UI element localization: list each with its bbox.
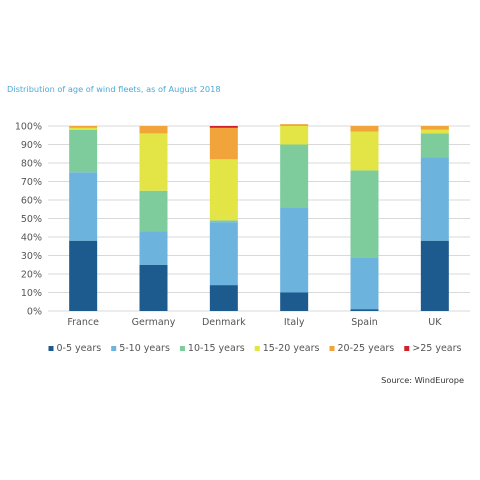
legend-label: 20-25 years: [337, 343, 394, 354]
bar-segment: [350, 309, 379, 311]
bar-segment: [280, 124, 309, 126]
y-axis: 0% 10% 20% 30% 40% 50% 60% 70% 80% 90% 100%: [15, 122, 42, 318]
bar-segment: [420, 129, 449, 134]
y-tick-label: 20%: [21, 270, 42, 281]
bar-segment: [69, 127, 98, 130]
bar-segment: [280, 126, 309, 145]
legend-item: 0-5 years: [48, 343, 102, 354]
bar-segment: [69, 240, 98, 311]
x-tick-label: Denmark: [202, 317, 246, 328]
legend-swatch: [179, 346, 185, 351]
y-tick-label: 50%: [21, 214, 42, 225]
legend-item: 15-20 years: [254, 343, 320, 354]
bar-segment: [350, 126, 379, 132]
bar-segment: [280, 207, 309, 293]
legend-label: 10-15 years: [188, 343, 245, 354]
legend-swatch: [254, 346, 260, 351]
y-tick-label: 70%: [21, 177, 42, 188]
legend-item: >25 years: [404, 343, 462, 354]
y-tick-label: 100%: [15, 122, 42, 133]
bar-segment: [209, 159, 238, 221]
bar-segment: [69, 126, 98, 128]
bar-segment: [209, 222, 238, 286]
legend: 0-5 years 5-10 years 10-15 years 15-20 year…: [48, 343, 462, 354]
source-note: Source: WindEurope: [381, 375, 464, 385]
gridlines: [48, 125, 470, 312]
bar-segment: [420, 133, 449, 158]
legend-swatch: [329, 346, 335, 351]
x-tick-label: Italy: [284, 317, 305, 328]
bars: [69, 124, 449, 311]
bar-segment: [420, 157, 449, 241]
legend-swatch: [48, 346, 54, 351]
legend-item: 20-25 years: [329, 343, 394, 354]
bar-segment: [139, 264, 168, 311]
bar-segment: [280, 292, 309, 311]
y-tick-label: 40%: [21, 233, 42, 244]
y-tick-label: 90%: [21, 140, 42, 151]
bar-segment: [420, 126, 449, 130]
legend-label: 0-5 years: [57, 343, 102, 354]
legend-item: 10-15 years: [179, 343, 245, 354]
x-axis: France Germany Denmark Italy Spain UK: [67, 317, 442, 328]
y-tick-label: 30%: [21, 251, 42, 262]
bar-segment: [350, 170, 379, 258]
y-tick-label: 60%: [21, 196, 42, 207]
x-tick-label: Spain: [351, 317, 378, 328]
bar-segment: [69, 172, 98, 241]
chart-title: Distribution of age of wind fleets, as o…: [7, 84, 221, 94]
legend-label: >25 years: [412, 343, 461, 354]
bar-segment: [69, 129, 98, 173]
bar-segment: [350, 257, 379, 310]
bar-segment: [139, 133, 168, 191]
legend-label: 5-10 years: [119, 343, 170, 354]
legend-swatch: [404, 346, 410, 351]
bar-segment: [139, 190, 168, 232]
legend-label: 15-20 years: [263, 343, 320, 354]
bar-segment: [209, 127, 238, 160]
bar-segment: [280, 144, 309, 208]
legend-item: 5-10 years: [111, 343, 170, 354]
y-tick-label: 0%: [27, 307, 42, 318]
bar-segment: [209, 285, 238, 311]
x-tick-label: Germany: [132, 317, 176, 328]
x-tick-label: UK: [428, 317, 442, 328]
bar-segment: [139, 231, 168, 265]
y-tick-label: 80%: [21, 159, 42, 170]
bar-segment: [420, 240, 449, 311]
bar-segment: [139, 126, 168, 134]
bar-segment: [350, 131, 379, 171]
y-tick-label: 10%: [21, 288, 42, 299]
x-tick-label: France: [67, 317, 99, 328]
bar-segment: [209, 126, 238, 128]
bar-segment: [209, 220, 238, 223]
legend-swatch: [111, 346, 117, 351]
